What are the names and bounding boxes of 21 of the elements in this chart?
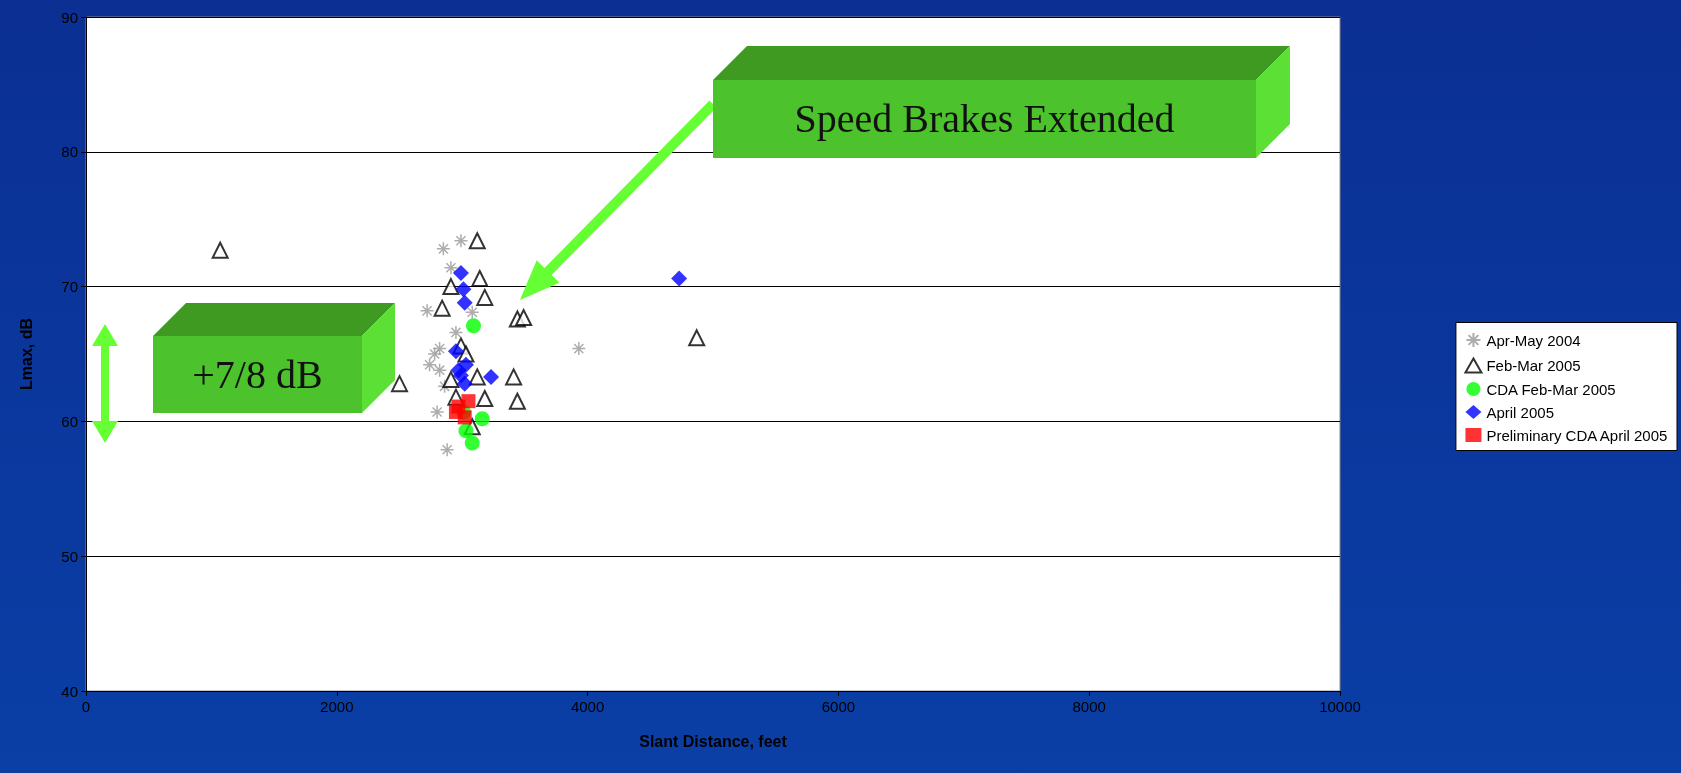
y-tick-label: 40	[61, 682, 78, 700]
x-tick-label: 0	[81, 698, 91, 715]
y-tick-label: 80	[61, 143, 78, 161]
x-tick-label: 2000	[320, 698, 354, 715]
legend-label: CDA Feb-Mar 2005	[1486, 380, 1616, 398]
annotation: Speed Brakes Extended	[713, 80, 1256, 158]
x-axis-title: Slant Distance, feet	[639, 732, 788, 750]
x-tick-label: 6000	[821, 698, 856, 715]
y-axis-title: Lmax, dB	[17, 317, 35, 391]
legend-label: Preliminary CDA April 2005	[1486, 426, 1668, 444]
annotation: +7/8 dB	[153, 336, 362, 413]
legend-label: Apr-May 2004	[1486, 331, 1581, 349]
y-tick-label: 60	[61, 412, 78, 430]
legend-label: April 2005	[1486, 403, 1554, 421]
x-tick-label: 10000	[1319, 698, 1361, 715]
legend-label: Feb-Mar 2005	[1486, 357, 1581, 374]
x-tick-label: 8000	[1072, 698, 1106, 715]
y-tick-label: 50	[61, 547, 78, 565]
y-tick-label: 90	[61, 8, 78, 26]
x-tick-label: 4000	[570, 698, 605, 715]
y-tick-label: 70	[61, 278, 78, 296]
